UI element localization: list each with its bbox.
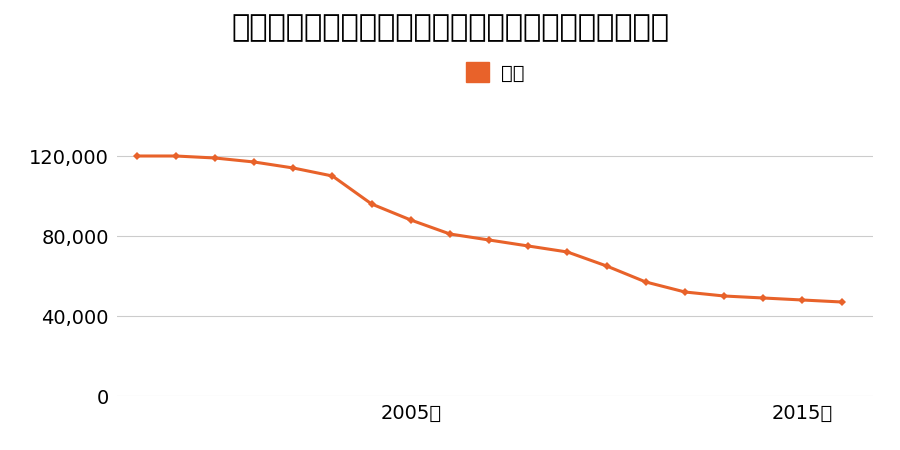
Legend: 価格: 価格: [458, 55, 532, 91]
Text: 徳島県鳴門市撫養町斎田字東発５７番２外の地価推移: 徳島県鳴門市撫養町斎田字東発５７番２外の地価推移: [231, 14, 669, 42]
